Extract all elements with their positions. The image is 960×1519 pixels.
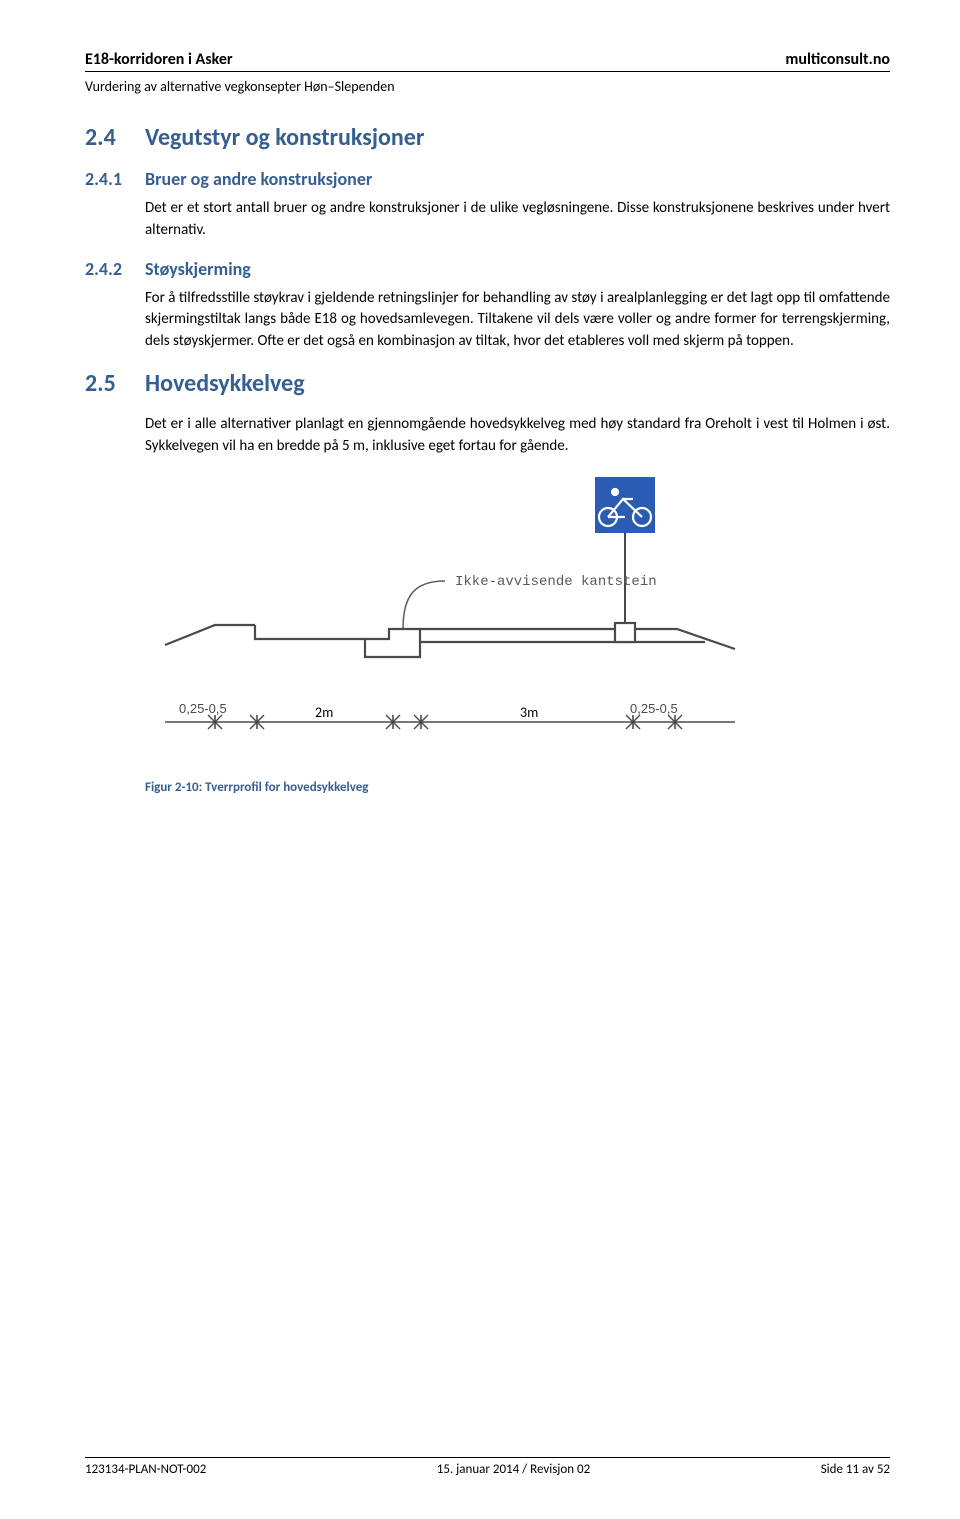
- heading-2-4-num: 2.4: [85, 123, 145, 152]
- page-header: E18-korridoren i Asker multiconsult.no: [85, 50, 890, 69]
- heading-2-4-1: 2.4.1Bruer og andre konstruksjoner: [85, 168, 890, 190]
- body-2-5: Det er i alle alternativer planlagt en g…: [145, 414, 890, 458]
- heading-2-4-2: 2.4.2Støyskjerming: [85, 258, 890, 280]
- footer-center: 15. januar 2014 / Revisjon 02: [437, 1462, 590, 1477]
- dim-right: 0,25-0,5: [630, 701, 678, 716]
- header-title-right: multiconsult.no: [785, 50, 890, 69]
- page-footer: 123134-PLAN-NOT-002 15. januar 2014 / Re…: [85, 1457, 890, 1477]
- heading-2-4-1-num: 2.4.1: [85, 168, 145, 190]
- heading-2-5-num: 2.5: [85, 369, 145, 398]
- body-2-4-1: Det er et stort antall bruer og andre ko…: [145, 198, 890, 242]
- dim-2m: 2m: [315, 704, 333, 721]
- dimension-line: [165, 715, 735, 729]
- leader-line: [403, 581, 445, 629]
- dim-3m: 3m: [520, 704, 538, 721]
- footer-rule: [85, 1457, 890, 1458]
- footer-left: 123134-PLAN-NOT-002: [85, 1462, 206, 1477]
- figure-2-10: Ikke-avvisende kantstein: [145, 477, 890, 772]
- profile-outline: [165, 623, 735, 657]
- footer-right: Side 11 av 52: [821, 1462, 890, 1477]
- figure-caption: Figur 2-10: Tverrprofil for hovedsykkelv…: [145, 780, 890, 795]
- heading-2-4-1-title: Bruer og andre konstruksjoner: [145, 168, 372, 190]
- header-title-left: E18-korridoren i Asker: [85, 50, 233, 69]
- header-rule: [85, 71, 890, 72]
- heading-2-5-title: Hovedsykkelveg: [145, 369, 305, 398]
- header-subtitle: Vurdering av alternative vegkonsepter Hø…: [85, 78, 890, 95]
- heading-2-4: 2.4Vegutstyr og konstruksjoner: [85, 123, 890, 152]
- heading-2-4-2-title: Støyskjerming: [145, 258, 251, 280]
- dim-left: 0,25-0,5: [179, 701, 227, 716]
- heading-2-5: 2.5Hovedsykkelveg: [85, 369, 890, 398]
- heading-2-4-2-num: 2.4.2: [85, 258, 145, 280]
- cross-section-diagram: Ikke-avvisende kantstein: [145, 477, 765, 767]
- kerb-label: Ikke-avvisende kantstein: [455, 574, 657, 590]
- heading-2-4-title: Vegutstyr og konstruksjoner: [145, 123, 424, 152]
- body-2-4-2: For å tilfredsstille støykrav i gjeldend…: [145, 288, 890, 353]
